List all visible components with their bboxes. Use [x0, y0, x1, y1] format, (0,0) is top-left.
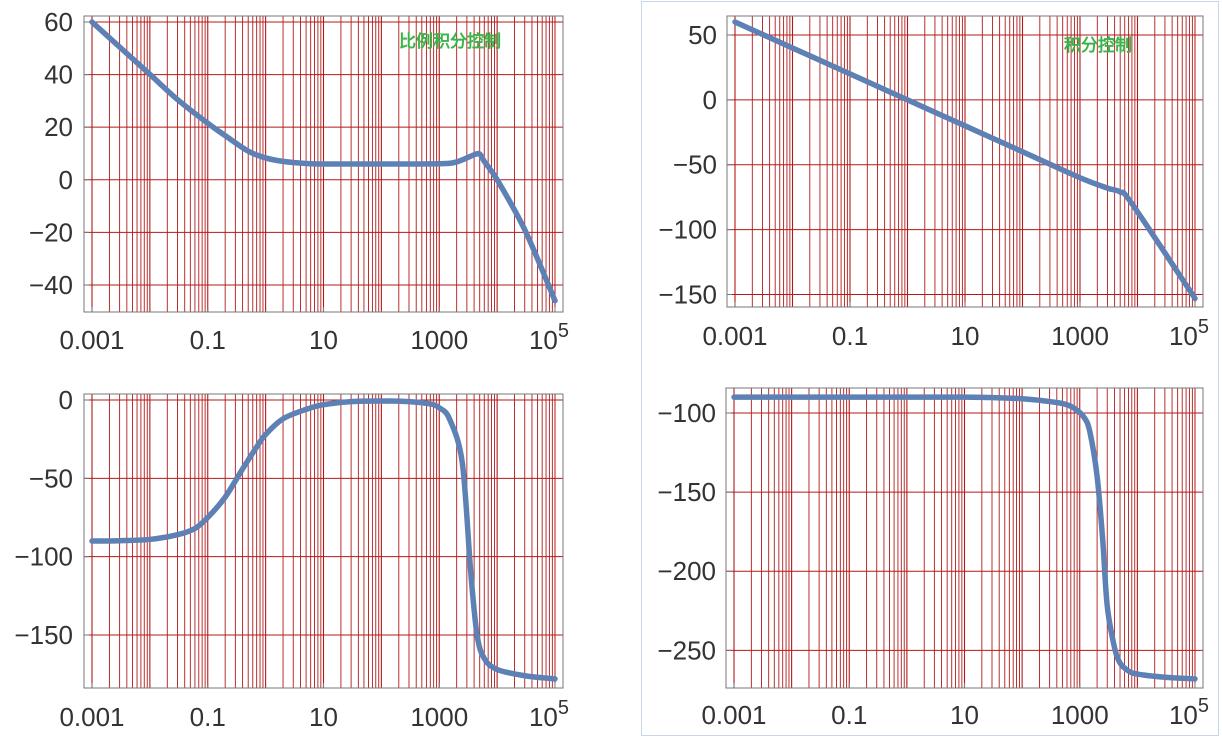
chart-top-right: 50 0 −50 −100 −150 0.001 0.1 10 1000 105 积分控制 — [658, 15, 1209, 351]
x-tick-label: 0.001 — [59, 325, 124, 355]
y-tick-label: 0 — [59, 165, 73, 195]
x-tick-label: 1000 — [410, 702, 468, 732]
x-tick-label: 105 — [1169, 316, 1209, 351]
x-tick-label: 105 — [1169, 695, 1209, 730]
y-tick-label: −100 — [658, 215, 717, 245]
y-tick-label: 50 — [688, 20, 717, 50]
x-tick-label: 1000 — [1051, 321, 1109, 351]
y-tick-label: −200 — [657, 556, 716, 586]
panel-annotation: 比例积分控制 — [399, 31, 501, 52]
series-line — [89, 19, 558, 304]
x-tick-label: 0.001 — [701, 700, 766, 730]
y-tick-label: 60 — [44, 7, 73, 37]
x-tick-label: 10 — [951, 321, 980, 351]
panel-annotation: 积分控制 — [1064, 35, 1132, 56]
x-tick-label: 0.001 — [59, 702, 124, 732]
series-line — [732, 19, 1198, 302]
y-tick-label: −100 — [657, 398, 716, 428]
y-tick-label: −50 — [29, 463, 73, 493]
x-tick-label: 105 — [529, 697, 569, 732]
y-tick-label: −100 — [14, 542, 73, 572]
x-tick-label: 0.1 — [190, 325, 226, 355]
x-tick-label: 10 — [950, 700, 979, 730]
x-tick-label: 10 — [309, 325, 338, 355]
x-tick-label: 1000 — [410, 325, 468, 355]
y-tick-label: −250 — [657, 635, 716, 665]
y-tick-label: 0 — [59, 385, 73, 415]
chart-bottom-right: −100 −150 −200 −250 0.001 0.1 10 1000 105 — [657, 387, 1209, 730]
x-tick-label: 0.1 — [831, 700, 867, 730]
chart-bottom-left: 0 −50 −100 −150 0.001 0.1 10 1000 105 — [14, 385, 569, 732]
x-tick-label: 0.001 — [702, 321, 767, 351]
x-tick-label: 0.1 — [190, 702, 226, 732]
x-tick-label: 105 — [529, 320, 569, 355]
x-tick-label: 10 — [309, 702, 338, 732]
series-line — [731, 394, 1198, 682]
right-panel-frame — [641, 1, 1219, 736]
y-tick-label: 20 — [44, 112, 73, 142]
x-tick-label: 1000 — [1051, 700, 1109, 730]
y-tick-label: −50 — [673, 150, 717, 180]
x-tick-label: 0.1 — [832, 321, 868, 351]
series-line — [89, 398, 558, 682]
y-tick-label: −150 — [658, 280, 717, 310]
y-tick-label: −20 — [29, 217, 73, 247]
y-tick-label: 40 — [44, 60, 73, 90]
y-tick-label: −150 — [14, 620, 73, 650]
chart-top-left: 60 40 20 0 −20 −40 0.001 0.1 10 1000 105 比例积分控制 — [29, 7, 569, 355]
y-tick-label: 0 — [703, 85, 717, 115]
y-tick-label: −40 — [29, 270, 73, 300]
y-tick-label: −150 — [657, 477, 716, 507]
